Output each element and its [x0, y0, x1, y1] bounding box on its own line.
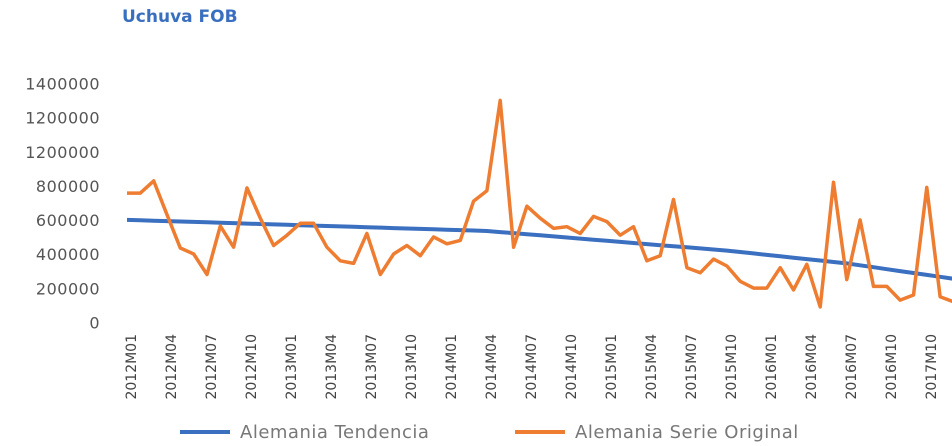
- x-tick-label: 2015M07: [684, 334, 700, 400]
- x-tick-label: 2014M07: [524, 334, 540, 400]
- y-tick-label: 800000: [36, 177, 100, 196]
- y-tick-label: 1200000: [25, 143, 100, 162]
- x-tick-label: 2013M07: [364, 334, 380, 400]
- x-tick-label: 2013M10: [404, 334, 420, 400]
- legend-label: Alemania Serie Original: [575, 422, 799, 443]
- x-tick-label: 2015M01: [604, 334, 620, 400]
- x-tick-label: 2017M10: [924, 334, 940, 400]
- legend-label: Alemania Tendencia: [240, 422, 429, 443]
- x-tick-label: 2012M10: [244, 334, 260, 400]
- y-tick-label: 600000: [36, 211, 100, 230]
- y-tick-label: 1400000: [25, 75, 100, 94]
- x-tick-label: 2014M04: [484, 334, 500, 400]
- y-tick-label: 0: [89, 314, 100, 333]
- x-tick-label: 2016M01: [764, 334, 780, 400]
- x-tick-label: 2014M10: [564, 334, 580, 400]
- x-tick-label: 2016M04: [804, 334, 820, 400]
- x-tick-label: 2015M10: [724, 334, 740, 400]
- x-tick-label: 2012M01: [124, 334, 140, 400]
- x-tick-label: 2012M04: [164, 334, 180, 400]
- y-tick-label: 200000: [36, 279, 100, 298]
- x-tick-label: 2015M04: [644, 334, 660, 400]
- chart-title: Uchuva FOB: [122, 7, 238, 27]
- x-tick-label: 2013M04: [324, 334, 340, 400]
- x-tick-label: 2016M10: [884, 334, 900, 400]
- x-tick-label: 2014M01: [444, 334, 460, 400]
- x-tick-label: 2016M07: [844, 334, 860, 400]
- series-line: [127, 98, 952, 309]
- y-tick-label: 400000: [36, 245, 100, 264]
- x-tick-label: 2012M07: [204, 334, 220, 400]
- x-tick-label: 2013M01: [284, 334, 300, 400]
- y-tick-label: 1200000: [25, 109, 100, 128]
